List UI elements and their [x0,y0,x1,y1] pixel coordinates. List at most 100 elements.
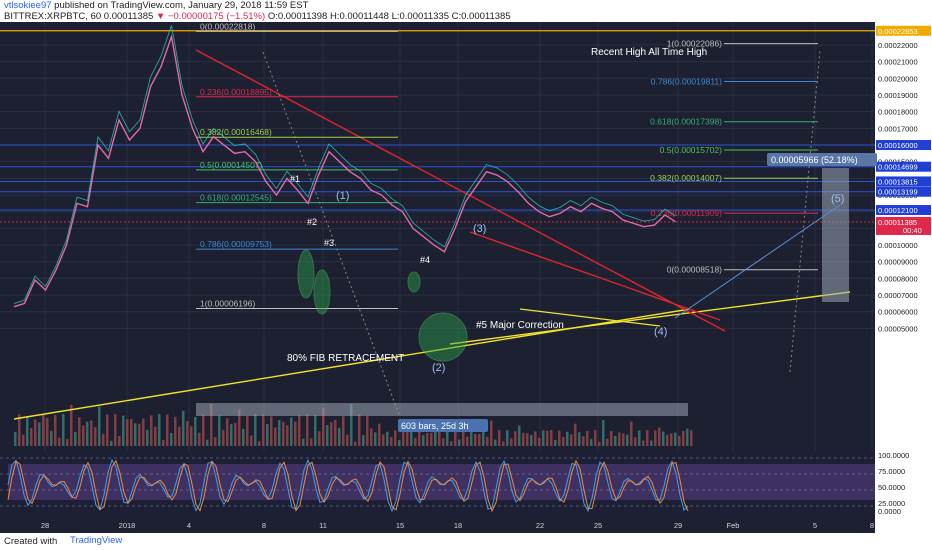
time-tick-label: 29 [674,521,682,530]
volume-bar [658,427,661,446]
volume-bar [14,432,17,446]
price-tick-label: 0.00009000 [878,258,918,267]
volume-bar [194,417,197,446]
volume-bar [518,425,521,446]
volume-bar [150,415,153,446]
volume-bar [290,417,293,446]
volume-bar [462,420,465,446]
volume-bar [674,432,677,446]
price-marker-label: 0.00012100 [878,206,918,215]
price-series [13,25,676,308]
time-tick-label: 2018 [119,521,136,530]
tradingview-logo[interactable]: TradingView [70,535,123,546]
volume-bar [374,432,377,446]
price-tick-label: 0.00020000 [878,74,918,83]
down-arrow-icon: ▼ [155,11,166,22]
volume-bar [294,421,297,446]
price-tick-label: 0.00022000 [878,41,918,50]
last-price-label: 0.00011385 [878,218,917,227]
stoch-tick-label: 75.0000 [878,467,905,476]
volume-bar [650,440,653,446]
bars-count-box [398,419,488,432]
volume-bar [446,430,449,446]
volume-bar [666,434,669,446]
volume-bar [178,426,181,446]
time-tick-label: 8 [262,521,266,530]
price-chart[interactable]: 0.00022000 0.00021000 0.00020000 0.00019000… [0,22,932,533]
volume-bar [422,435,425,446]
volume-bar [322,407,325,446]
volume-bar [298,414,301,446]
resistance-trendline-2 [469,231,721,321]
stoch-tick-label: 50.0000 [878,483,905,492]
volume-bar [642,440,645,446]
time-tick-label: 22 [536,521,544,530]
stoch-tick-label: 25.0000 [878,499,905,508]
volume-bar [86,421,89,446]
volume-bar [406,430,409,446]
price-marker-box [876,186,931,197]
price-tick-label: 0.00007000 [878,291,918,300]
volume-bar [370,428,373,446]
volume-bar [494,439,497,446]
volume-bar [78,417,81,446]
publish-line: vtlsokiee97 published on TradingView.com… [4,0,308,11]
volume-bar [270,416,273,446]
volume-bar [26,416,29,446]
wave-label: #2 [307,217,317,227]
price-change: −0.00000175 (−1.51%) [167,11,266,22]
volume-bar [398,440,401,446]
volume-bar [186,421,189,446]
volume-bar [510,438,513,446]
footer-bar: Created with TradingView [0,533,932,550]
volume-bar [314,414,317,446]
fib-right-label: 1(0.00022086) [667,39,722,49]
countdown-label: 00:40 [903,226,922,235]
volume-bar [62,414,65,446]
volume-bar [234,422,237,446]
time-tick-label: Feb [727,521,740,530]
volume-bar [610,430,613,446]
volume-bar [574,423,577,446]
fib-right-label: 0.5(0.00015702) [660,145,723,155]
volume-bar [530,435,533,446]
last-price-box [876,216,931,235]
volume-bar [198,432,201,446]
volume-bar [138,423,141,446]
volume-bar [166,414,169,446]
volume-bar [170,433,173,446]
date-range-box [196,403,688,416]
volume-bar [38,422,41,446]
price-marker-box [876,176,931,187]
volume-bar [310,438,313,446]
stoch-d-line [7,459,689,513]
price-marker-box [876,205,931,216]
volume-bar [386,431,389,446]
fib-right-label: 0.786(0.00019811) [651,76,722,86]
volume-bar [534,431,537,446]
volume-bar [454,430,457,446]
volume-bar [550,430,553,446]
volume-bar [634,437,637,446]
author-name[interactable]: vtlsokiee97 [4,0,52,11]
stoch-rsi-pane [0,452,875,515]
volume-bar [102,433,105,446]
time-tick-label: 8 [870,521,874,530]
volume-bar [226,418,229,446]
volume-bar [278,420,281,446]
volume-bar [22,434,25,446]
wave-label: (4) [654,326,667,338]
volume-bar [122,415,125,446]
volume-bar [266,424,269,446]
wave-label: (5) [831,193,844,205]
volume-bar [626,434,629,446]
fib-dotted-line-right [789,49,821,373]
volume-bar [302,438,305,446]
top-price-box [876,25,931,36]
volume-bar [118,435,121,446]
volume-bar [390,437,393,446]
volume-bar [594,430,597,446]
created-with-text: Created with [4,536,58,547]
volume-bar [114,414,117,446]
volume-bar [506,430,509,446]
